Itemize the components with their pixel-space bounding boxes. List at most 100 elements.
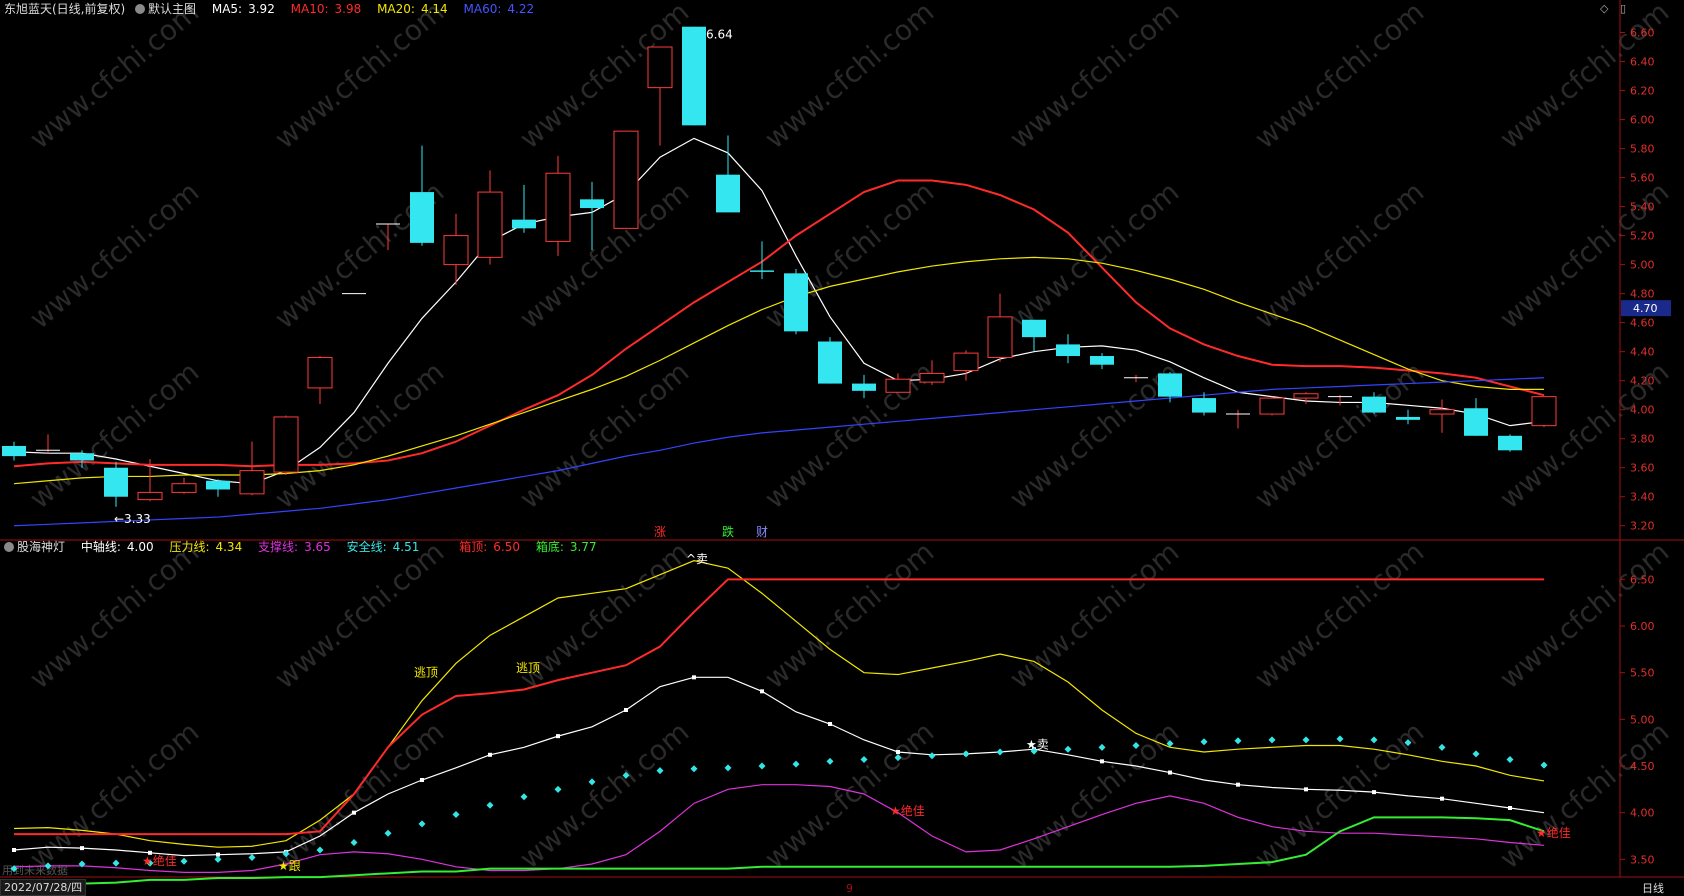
gear-icon[interactable] [4, 542, 14, 552]
axis-marker [420, 778, 424, 782]
candle-body [1090, 356, 1114, 365]
candle-body [1531, 396, 1557, 427]
axis-marker [148, 850, 152, 855]
sub-ytick-label: 3.50 [1630, 853, 1655, 866]
main-ytick-label: 4.60 [1630, 317, 1655, 330]
indicator-name[interactable]: 股海神灯 [4, 540, 71, 554]
stock-name[interactable]: 东旭蓝天(日线,前复权) [4, 2, 126, 16]
watermark-text: www.cfchi.com [1493, 715, 1675, 875]
axis-marker [80, 846, 84, 851]
sub-legend: 股海神灯 中轴线: 4.00 压力线: 4.34 支撑线: 3.65 安全线: 4.51… [4, 538, 609, 556]
candle-body [70, 453, 94, 461]
gear-icon[interactable] [135, 4, 146, 14]
sub-line-支撑线 [13, 784, 1545, 874]
price-marker-label: 4.70 [1633, 302, 1658, 315]
safety-dot [554, 785, 562, 793]
safety-dot [1030, 747, 1038, 755]
ma5-legend: MA5: 3.92 [211, 2, 275, 16]
watermark-text: www.cfchi.com [758, 715, 940, 875]
candle-body [1464, 408, 1488, 436]
candle-body [1362, 396, 1386, 413]
box-top-legend: 箱顶: 6.50 [459, 540, 520, 554]
sub-ytick-label: 4.50 [1630, 760, 1655, 773]
safety-dot [10, 865, 18, 873]
axis-marker [692, 675, 696, 680]
watermark-text: www.cfchi.com [1003, 0, 1185, 155]
sub-line-箱顶 [14, 578, 1544, 836]
ma5-line [13, 137, 1545, 485]
safety-dot [656, 767, 664, 775]
candle [273, 415, 299, 475]
safety-dot [452, 811, 460, 819]
ma20-legend: MA20: 4.14 [377, 2, 448, 16]
safety-dot [1268, 736, 1276, 744]
axis-marker [1168, 770, 1172, 775]
diamond-icon[interactable]: ◇ [1599, 2, 1609, 15]
candle-body [716, 174, 740, 213]
candle-body [885, 378, 911, 393]
safety-line-legend: 安全线: 4.51 [346, 540, 420, 554]
candle [613, 130, 639, 229]
candle-body [512, 219, 536, 229]
main-ytick-label: 3.20 [1630, 520, 1655, 533]
ma20-line [13, 256, 1544, 485]
safety-dot [1200, 738, 1208, 746]
candle [647, 46, 673, 146]
axis-marker [896, 750, 900, 754]
current-date: 2022/07/28/四 [0, 879, 87, 896]
watermark-text: www.cfchi.com [1493, 0, 1675, 155]
safety-dot [894, 754, 902, 762]
candle [1259, 396, 1285, 416]
candle [784, 268, 808, 335]
candle [852, 374, 876, 399]
candle [1056, 334, 1080, 364]
watermark-text: www.cfchi.com [23, 175, 205, 335]
safety-dot [1506, 755, 1514, 763]
watermark-text: www.cfchi.com [758, 0, 940, 155]
main-ytick-label: 6.40 [1630, 56, 1655, 69]
safety-dot [1540, 761, 1548, 769]
main-ytick-label: 4.00 [1630, 404, 1655, 417]
candle-body [580, 199, 604, 209]
candle-body [953, 352, 979, 372]
watermark-text: www.cfchi.com [1003, 535, 1185, 695]
safety-dot [826, 757, 834, 765]
candle-body [1192, 398, 1216, 413]
axis-marker [1372, 790, 1376, 795]
watermark-text: www.cfchi.com [513, 355, 695, 515]
candle-body [545, 172, 571, 242]
main-ytick-label: 6.20 [1630, 85, 1655, 98]
candle [1158, 371, 1182, 403]
main-ytick-label: 6.60 [1630, 27, 1655, 40]
candle [1396, 409, 1420, 425]
top-icons: ◇ ▯ [1592, 2, 1626, 15]
candle-body [239, 470, 265, 495]
candle [443, 213, 469, 285]
axis-marker [556, 734, 560, 739]
signal-annotation: ^卖 [686, 552, 708, 566]
candle [750, 241, 774, 280]
main-ytick-label: 3.40 [1630, 491, 1655, 504]
axis-marker [12, 848, 16, 852]
candle-body [818, 341, 842, 384]
main-ytick-label: 3.80 [1630, 433, 1655, 446]
safety-dot [486, 801, 494, 809]
safety-dot [78, 860, 86, 868]
safety-dot [1064, 745, 1072, 753]
panel-icon[interactable]: ▯ [1619, 2, 1626, 15]
axis-marker [1440, 796, 1444, 801]
watermark-text: www.cfchi.com [513, 175, 695, 335]
candle-body [2, 445, 26, 457]
template-label[interactable]: 默认主图 [135, 2, 202, 16]
candle [36, 434, 60, 454]
candle-body [1498, 435, 1522, 451]
candle [987, 293, 1013, 362]
candle-body [613, 130, 639, 229]
support-line-legend: 支撑线: 3.65 [258, 540, 331, 554]
candle [307, 356, 333, 404]
safety-dot [690, 765, 698, 773]
axis-marker [216, 852, 220, 857]
period-selector[interactable]: 日线 [1642, 882, 1664, 895]
axis-line-legend: 中轴线: 4.00 [80, 540, 154, 554]
